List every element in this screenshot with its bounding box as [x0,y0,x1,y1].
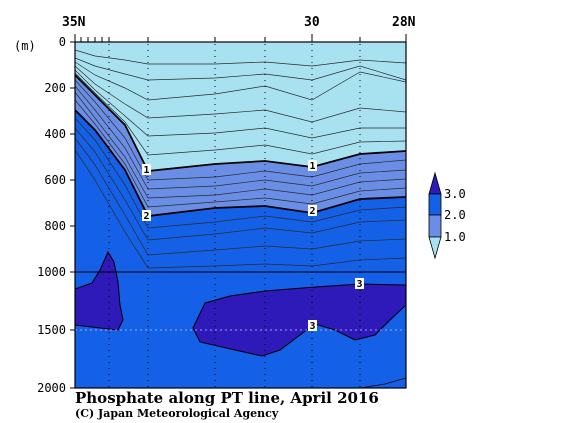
svg-text:2: 2 [143,211,149,222]
deep-contour [359,377,406,388]
y-tick-label: 600 [44,173,66,187]
x-tick-label: 28N [392,15,416,30]
svg-text:2: 2 [309,206,315,217]
svg-text:1: 1 [309,161,315,172]
contour-label: 3 [308,320,317,332]
contour-label: 1 [142,164,151,176]
y-tick-label: 0 [59,35,66,49]
top-axis-ticks [74,34,407,42]
plot-frame [74,41,407,389]
legend-label: 2.0 [444,208,466,222]
contour-label: 2 [142,210,151,222]
chart-credit: (C) Japan Meteorological Agency [75,407,279,420]
chart-title: Phosphate along PT line, April 2016 [75,389,379,407]
color-legend: 3.0 2.0 1.0 [428,171,466,260]
y-axis-label: (m) [14,39,36,53]
band-below-1 [75,42,406,171]
legend-label: 3.0 [444,187,466,201]
y-tick-label: 2000 [37,381,66,395]
y-tick-label: 1000 [37,265,66,279]
y-tick-label: 200 [44,81,66,95]
legend-swatch-lt1 [428,236,442,260]
x-tick-label: 35N [62,15,86,30]
legend-swatch-gt3 [428,171,442,195]
high-phosphate-region-right [192,283,406,357]
svg-text:3: 3 [309,321,315,332]
y-axis-ticks [70,41,75,389]
contour-label: 1 [308,160,317,172]
thin-contours-upper [75,49,406,156]
legend-label: 1.0 [444,230,466,244]
contour-labels: 1 1 2 2 3 3 [142,160,364,332]
y-tick-label: 1500 [37,323,66,337]
contour-2 [75,109,406,217]
x-tick-label: 30 [304,15,320,30]
legend-swatch-2-3 [428,193,442,216]
contour-label: 2 [308,205,317,217]
y-tick-label: 800 [44,219,66,233]
legend-swatch-1-2 [428,214,442,238]
svg-text:1: 1 [143,165,149,176]
y-tick-label: 400 [44,127,66,141]
contour-label: 3 [355,278,364,290]
plot-area [75,42,406,388]
svg-text:3: 3 [356,279,362,290]
